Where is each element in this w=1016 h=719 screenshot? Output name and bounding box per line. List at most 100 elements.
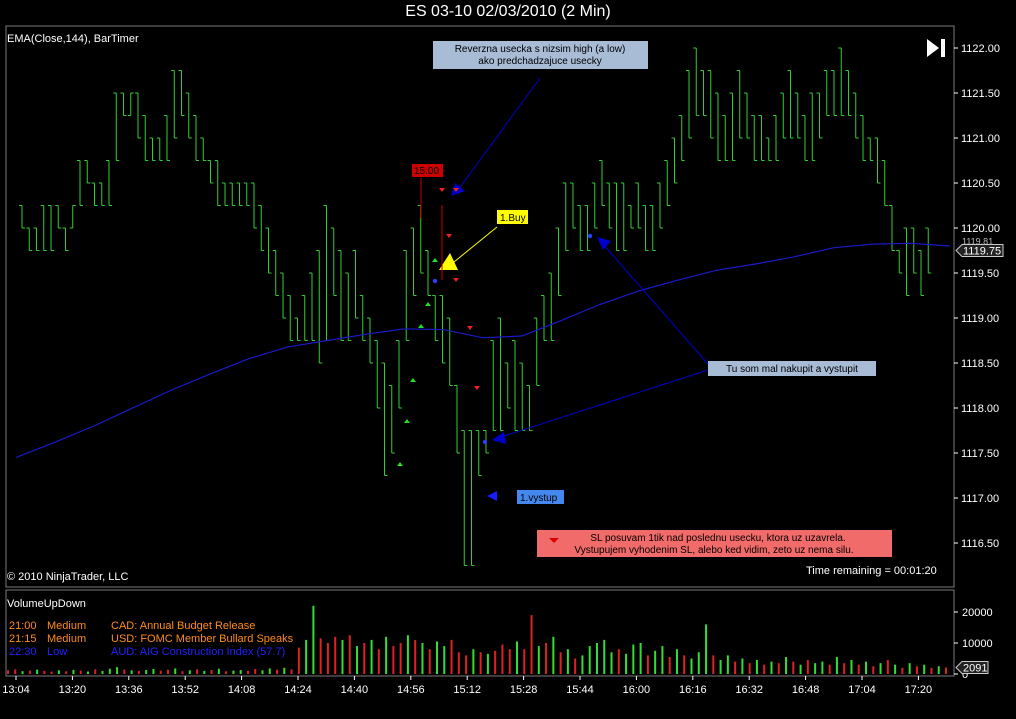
- price-bar: [802, 115, 808, 161]
- price-bar: [671, 137, 678, 184]
- time-tick-label: 13:20: [59, 684, 87, 696]
- price-bar: [367, 317, 373, 364]
- price-bar: [48, 205, 54, 251]
- price-tick-label: 1118.50: [961, 358, 999, 370]
- price-tick-label: 1120.00: [961, 223, 1000, 235]
- price-bar: [19, 205, 25, 229]
- price-bar: [106, 160, 112, 206]
- time-tick-label: 15:12: [453, 684, 481, 696]
- time-tick-label: 14:56: [397, 684, 425, 696]
- price-bar: [686, 70, 692, 139]
- news-time: 22:30: [9, 646, 37, 658]
- price-bar: [359, 295, 366, 341]
- price-bar: [838, 47, 845, 116]
- price-bar: [533, 317, 540, 386]
- annotation-arrow: [457, 77, 541, 191]
- annotation-marker: [549, 538, 559, 543]
- annotation-text: SL posuvam 1tik nad poslednu usecku, kto…: [590, 533, 845, 544]
- time-remaining: Time remaining = 00:01:20: [806, 565, 937, 577]
- signal-label-box: [497, 210, 528, 224]
- price-bar: [555, 227, 562, 296]
- price-bar: [490, 340, 497, 431]
- price-bar: [33, 227, 40, 251]
- price-bar: [62, 227, 69, 251]
- price-bar: [918, 250, 924, 296]
- exit-arrow: [487, 491, 497, 501]
- news-impact: Low: [47, 646, 68, 658]
- price-bar: [446, 317, 453, 386]
- price-bar: [809, 92, 816, 161]
- sell-stop-marker: [453, 278, 459, 282]
- annotation-arrowhead: [492, 432, 506, 444]
- price-bar: [628, 205, 634, 229]
- price-bar: [657, 182, 663, 229]
- signal-connector: [453, 226, 498, 263]
- annotation-text: Tu som mal nakupit a vystupit: [726, 364, 858, 375]
- price-bar: [852, 92, 859, 139]
- news-text: USD: FOMC Member Bullard Speaks: [111, 633, 294, 645]
- volume-tick-label: 20000: [962, 607, 993, 619]
- price-bar: [693, 47, 700, 116]
- price-bar: [142, 115, 149, 161]
- price-bar: [867, 137, 874, 161]
- price-bar: [758, 115, 765, 161]
- price-bar: [55, 205, 62, 229]
- price-bar: [410, 227, 417, 296]
- price-bar: [845, 70, 852, 116]
- price-bar: [200, 137, 207, 161]
- price-tick-label: 1121.50: [961, 88, 1000, 100]
- price-bar: [606, 182, 613, 229]
- price-bar: [751, 115, 758, 161]
- copyright-text: © 2010 NinjaTrader, LLC: [7, 571, 129, 583]
- price-bar: [620, 182, 627, 251]
- buy-stop-marker: [397, 462, 403, 466]
- news-item: 21:15 Medium USD: FOMC Member Bullard Spea…: [9, 633, 293, 645]
- price-tick-label: 1117.50: [961, 448, 999, 460]
- buy-stop-marker: [410, 378, 416, 382]
- price-bar: [765, 137, 772, 161]
- price-bar: [613, 182, 620, 251]
- price-bar: [787, 70, 794, 139]
- price-bar: [541, 295, 547, 341]
- price-bar: [715, 92, 721, 161]
- sell-stop-marker: [474, 386, 480, 390]
- price-bar: [468, 430, 475, 566]
- price-bar: [707, 70, 714, 139]
- price-bar: [925, 227, 932, 274]
- price-bar: [454, 385, 460, 454]
- price-axis: 1122.00 1121.50 1121.00 1120.50 1120.00 1119.…: [954, 43, 1004, 550]
- price-bar: [548, 272, 555, 341]
- annotation-box: [708, 361, 876, 376]
- price-bar: [881, 160, 888, 206]
- news-text: CAD: Annual Budget Release: [111, 620, 256, 632]
- price-bar: [889, 205, 895, 251]
- signal-label: 1.vystup: [520, 493, 558, 504]
- signal-label: 15.00: [414, 166, 439, 177]
- sell-stop-marker: [446, 234, 452, 238]
- price-bar: [316, 250, 323, 364]
- price-bar: [309, 272, 315, 341]
- time-tick-label: 17:04: [848, 684, 876, 696]
- play-to-end-icon[interactable]: [925, 37, 947, 59]
- price-bar: [388, 385, 395, 454]
- buy-stop-marker: [418, 324, 424, 328]
- price-bar: [910, 227, 917, 274]
- time-tick-label: 15:28: [510, 684, 538, 696]
- price-bar: [744, 92, 750, 139]
- price-bar: [120, 92, 127, 116]
- price-bar: [831, 70, 837, 116]
- annotation-box: [433, 41, 648, 69]
- news-time: 21:00: [9, 620, 37, 632]
- price-bar: [896, 250, 903, 274]
- price-tick-label: 1119.00: [961, 313, 999, 325]
- price-bar: [519, 362, 526, 431]
- price-bar: [156, 137, 163, 161]
- price-bar: [722, 115, 729, 161]
- price-bar: [512, 340, 518, 431]
- price-bar: [664, 160, 671, 206]
- price-bar: [149, 137, 156, 161]
- price-bars: [19, 47, 932, 566]
